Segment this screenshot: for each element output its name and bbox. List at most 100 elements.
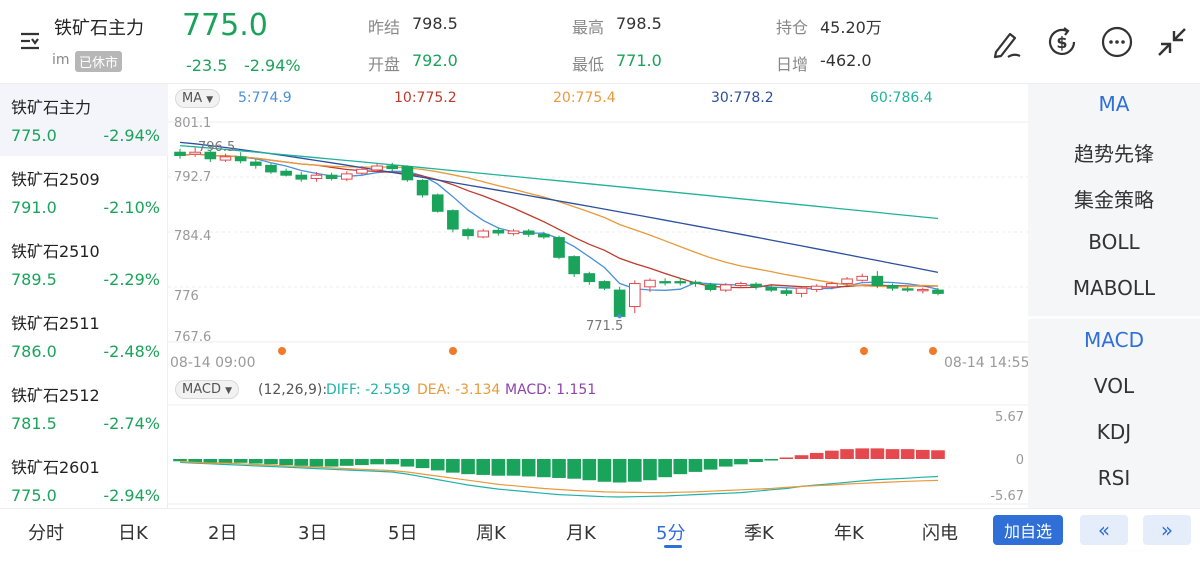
ma-line — [179, 141, 939, 274]
candle-body[interactable] — [431, 194, 444, 212]
candle-body[interactable] — [310, 174, 323, 179]
high-label: 最高 — [572, 18, 605, 37]
indicator-main-item[interactable]: 集金策略 — [1074, 188, 1154, 212]
period-tab[interactable]: 年K — [834, 523, 864, 544]
candle-body[interactable] — [219, 156, 232, 161]
candle-body[interactable] — [750, 283, 762, 288]
candle-body[interactable] — [583, 273, 596, 283]
instrument-title[interactable]: 铁矿石主力 — [54, 18, 144, 39]
candle-body[interactable] — [447, 210, 459, 230]
candle-body[interactable] — [659, 281, 671, 284]
candle-body[interactable] — [189, 151, 201, 155]
candle-body[interactable] — [795, 287, 808, 294]
candle-body[interactable] — [340, 173, 353, 180]
indicator-main-item[interactable]: 趋势先锋 — [1074, 142, 1154, 166]
currency-icon[interactable]: $ — [1045, 25, 1079, 59]
candle-body[interactable] — [522, 230, 535, 235]
candle-body[interactable] — [401, 166, 414, 181]
candle-body[interactable] — [204, 151, 217, 160]
candle-body[interactable] — [917, 288, 929, 292]
indicator-main-item[interactable]: BOLL — [1088, 230, 1140, 254]
candle-body[interactable] — [249, 161, 262, 166]
candle-body[interactable] — [886, 285, 899, 289]
candle-body[interactable] — [826, 283, 838, 288]
candle-body[interactable] — [356, 168, 368, 174]
candle-body[interactable] — [462, 229, 474, 237]
candle-body[interactable] — [538, 233, 550, 238]
candle-body[interactable] — [689, 281, 702, 285]
indicator-sub-item[interactable]: RSI — [1097, 466, 1131, 490]
instrument-item[interactable]: 铁矿石主力 775.0 -2.94% — [0, 84, 168, 156]
indicator-main-item[interactable]: MA — [1098, 92, 1130, 116]
candle-body[interactable] — [674, 281, 687, 284]
candle-body[interactable] — [598, 281, 611, 289]
macd-selector[interactable]: MACD ▼ — [175, 380, 240, 399]
candle-body[interactable] — [810, 285, 823, 290]
candle-body[interactable] — [295, 174, 308, 180]
add-to-watchlist-button[interactable]: 加自选 — [993, 515, 1063, 545]
instrument-item[interactable]: 铁矿石2512 781.5 -2.74% — [0, 372, 168, 444]
event-dot[interactable] — [860, 347, 868, 355]
candle-body[interactable] — [765, 286, 778, 291]
candle-body[interactable] — [568, 256, 580, 275]
more-icon[interactable] — [1100, 25, 1134, 59]
candle-body[interactable] — [719, 284, 732, 291]
candle-body[interactable] — [477, 230, 490, 238]
macd-bar — [718, 459, 733, 467]
indicator-sub-item[interactable]: MACD — [1084, 328, 1144, 352]
period-tab[interactable]: 分时 — [28, 523, 64, 544]
period-tab[interactable]: 5分 — [656, 523, 686, 544]
macd-bar — [173, 459, 187, 462]
period-tab[interactable]: 季K — [744, 523, 774, 544]
indicator-sub-item[interactable]: KDJ — [1096, 420, 1132, 444]
candle-body[interactable] — [386, 165, 399, 170]
candle-body[interactable] — [507, 230, 520, 235]
prev-button[interactable]: « — [1080, 515, 1128, 545]
candle-body[interactable] — [265, 164, 277, 173]
candle-body[interactable] — [325, 174, 338, 179]
candle-body[interactable] — [932, 289, 944, 294]
period-tab[interactable]: 日K — [118, 523, 148, 544]
candle-body[interactable] — [553, 237, 565, 258]
instrument-item[interactable]: 铁矿石2601 775.0 -2.94% — [0, 444, 168, 516]
indicator-sub-item[interactable]: VOL — [1093, 374, 1135, 398]
y-tick-label: 792.7 — [174, 170, 211, 185]
candle-body[interactable] — [780, 290, 793, 294]
period-tab[interactable]: 3日 — [298, 523, 328, 544]
candle-body[interactable] — [234, 156, 247, 162]
instrument-item[interactable]: 铁矿石2511 786.0 -2.48% — [0, 300, 168, 372]
candle-body[interactable] — [280, 170, 292, 176]
period-tab[interactable]: 闪电 — [922, 523, 958, 544]
candle-body[interactable] — [735, 283, 747, 287]
candle-body[interactable] — [174, 151, 186, 156]
candle-body[interactable] — [856, 275, 869, 281]
candle-body[interactable] — [704, 284, 717, 290]
candle-body[interactable] — [613, 289, 626, 317]
candle-body[interactable] — [371, 165, 383, 171]
event-dot[interactable] — [929, 347, 937, 355]
period-tab[interactable]: 周K — [476, 523, 506, 544]
menu-icon[interactable] — [18, 30, 42, 52]
period-tab[interactable]: 月K — [566, 523, 596, 544]
candle-body[interactable] — [841, 278, 853, 285]
ma-selector[interactable]: MA ▼ — [175, 89, 221, 108]
kline-chart[interactable]: 801.1 792.7 784.4 776 767.6 08-14 09:00 08-14 … — [168, 84, 1028, 508]
candle-body[interactable] — [901, 288, 914, 291]
y-tick-label: 784.4 — [174, 229, 211, 244]
candle-body[interactable] — [628, 283, 641, 308]
candle-body[interactable] — [416, 179, 429, 196]
candle-body[interactable] — [492, 229, 505, 234]
period-tab[interactable]: 5日 — [388, 523, 418, 544]
event-dot[interactable] — [449, 347, 457, 355]
instrument-item[interactable]: 铁矿石2509 791.0 -2.10% — [0, 156, 168, 228]
candle-body[interactable] — [871, 275, 884, 287]
draw-icon[interactable] — [990, 26, 1024, 60]
macd-selector-label: MACD — [182, 382, 221, 397]
instrument-item[interactable]: 铁矿石2510 789.5 -2.29% — [0, 228, 168, 300]
shrink-icon[interactable] — [1155, 25, 1189, 59]
candle-body[interactable] — [644, 279, 656, 288]
period-tab[interactable]: 2日 — [208, 523, 238, 544]
next-button[interactable]: » — [1143, 515, 1191, 545]
event-dot[interactable] — [278, 347, 286, 355]
indicator-main-item[interactable]: MABOLL — [1072, 276, 1156, 300]
